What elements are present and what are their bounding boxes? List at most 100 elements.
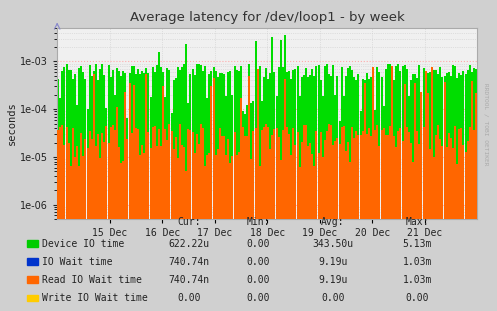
- Bar: [307, 146, 309, 311]
- Bar: [208, 74, 210, 311]
- Y-axis label: seconds: seconds: [7, 102, 17, 146]
- Bar: [376, 67, 378, 311]
- Bar: [259, 66, 261, 311]
- Bar: [122, 161, 124, 311]
- Bar: [250, 103, 252, 311]
- Bar: [118, 146, 120, 311]
- Bar: [177, 158, 179, 311]
- Text: 0.00: 0.00: [177, 293, 201, 303]
- Bar: [404, 65, 406, 311]
- Bar: [259, 166, 261, 311]
- Bar: [269, 149, 271, 311]
- Bar: [391, 75, 393, 311]
- Bar: [454, 66, 456, 311]
- Bar: [133, 85, 135, 311]
- Bar: [389, 126, 391, 311]
- Bar: [202, 128, 204, 311]
- Bar: [402, 67, 404, 311]
- Bar: [454, 126, 456, 311]
- Bar: [469, 64, 471, 311]
- Bar: [383, 128, 385, 311]
- Bar: [397, 131, 399, 311]
- Bar: [322, 96, 324, 311]
- Bar: [345, 151, 347, 311]
- Bar: [91, 76, 93, 311]
- Bar: [183, 147, 185, 311]
- Bar: [145, 74, 147, 311]
- Bar: [416, 131, 418, 311]
- Bar: [254, 41, 256, 311]
- Bar: [137, 69, 139, 311]
- Bar: [381, 77, 383, 311]
- Bar: [343, 126, 345, 311]
- Bar: [345, 77, 347, 311]
- Bar: [238, 71, 240, 311]
- Text: Min:: Min:: [247, 217, 270, 227]
- Bar: [441, 77, 443, 311]
- Bar: [183, 64, 185, 311]
- Bar: [126, 139, 128, 311]
- Bar: [378, 72, 380, 311]
- Bar: [303, 75, 305, 311]
- Bar: [152, 127, 154, 311]
- Bar: [166, 68, 168, 311]
- Bar: [91, 139, 93, 311]
- Bar: [334, 141, 336, 311]
- Bar: [74, 74, 76, 311]
- Bar: [406, 128, 408, 311]
- Bar: [99, 158, 101, 311]
- Bar: [458, 129, 460, 311]
- Text: 0.00: 0.00: [406, 293, 429, 303]
- Bar: [462, 71, 464, 311]
- Bar: [366, 73, 368, 311]
- Bar: [400, 128, 402, 311]
- Bar: [305, 125, 307, 311]
- Bar: [313, 166, 315, 311]
- Bar: [301, 77, 303, 311]
- Bar: [227, 139, 229, 311]
- Bar: [120, 76, 122, 311]
- Bar: [290, 79, 292, 311]
- Bar: [294, 69, 296, 311]
- Bar: [135, 74, 137, 311]
- Bar: [244, 114, 246, 311]
- Bar: [372, 67, 374, 311]
- Bar: [66, 64, 68, 311]
- Bar: [439, 67, 441, 311]
- Bar: [208, 153, 210, 311]
- Bar: [340, 67, 342, 311]
- Bar: [261, 101, 263, 311]
- Bar: [145, 68, 147, 311]
- Bar: [114, 130, 116, 311]
- Bar: [362, 131, 364, 311]
- Bar: [286, 127, 288, 311]
- Bar: [124, 72, 126, 311]
- Bar: [324, 140, 326, 311]
- Bar: [332, 145, 334, 311]
- Bar: [387, 64, 389, 311]
- Bar: [465, 152, 467, 311]
- Bar: [316, 131, 318, 311]
- Bar: [70, 166, 72, 311]
- Bar: [282, 130, 284, 311]
- Bar: [131, 66, 133, 311]
- Bar: [160, 67, 162, 311]
- Bar: [412, 162, 414, 311]
- Bar: [393, 80, 395, 311]
- Bar: [322, 157, 324, 311]
- Bar: [374, 109, 376, 311]
- Bar: [168, 70, 170, 311]
- Bar: [284, 35, 286, 311]
- Bar: [150, 148, 152, 311]
- Bar: [210, 86, 212, 311]
- Bar: [299, 96, 301, 311]
- Bar: [284, 79, 286, 311]
- Bar: [80, 66, 82, 311]
- Bar: [471, 81, 473, 311]
- Bar: [68, 143, 70, 311]
- Bar: [160, 146, 162, 311]
- Bar: [473, 68, 475, 311]
- Bar: [280, 160, 282, 311]
- Bar: [397, 64, 399, 311]
- Bar: [61, 125, 63, 311]
